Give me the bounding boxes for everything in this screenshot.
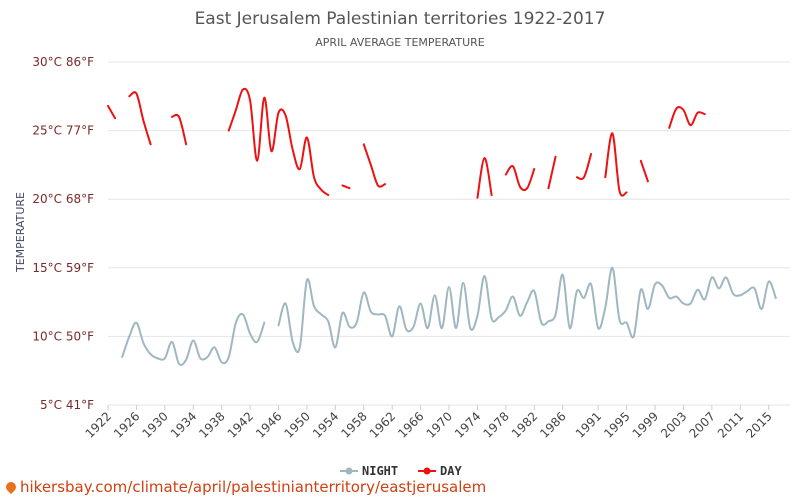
series-day-line-segment-4 [341,184,351,190]
x-tick-label: 1995 [601,409,632,440]
chart-subtitle: APRIL AVERAGE TEMPERATURE [315,36,484,49]
x-tick-label: 1930 [139,409,170,440]
series-day-line-segment-6 [476,157,493,199]
x-tick-label: 1962 [367,409,398,440]
series-day-line-segment-9 [575,152,593,180]
series-night-line-segment-0 [121,312,266,366]
legend-label-night[interactable]: NIGHT [362,464,398,478]
series-day-line-segment-2 [170,113,188,146]
x-tick-label: 1946 [253,409,284,440]
series-day-line-segment-10 [604,132,628,197]
legend-swatch-marker-day [423,467,431,475]
series-day-line-segment-5 [362,143,387,188]
x-tick-label: 1934 [168,409,199,440]
x-tick-label: 1942 [225,409,256,440]
series-day-line-segment-12 [668,106,706,129]
series-day-line-segment-11 [639,159,649,183]
y-tick-label: 25°C 77°F [32,124,94,138]
x-tick-label: 1922 [83,409,114,440]
series-night-line-segment-1 [277,266,777,354]
x-tick-label: 1986 [537,409,568,440]
series-night [121,266,777,366]
x-tick-label: 1974 [452,409,483,440]
x-tick-label: 1978 [480,409,511,440]
series-day-line-segment-0 [107,104,117,120]
y-tick-label: 5°C 41°F [40,398,94,412]
x-tick-label: 2003 [658,409,689,440]
y-axis-label: TEMPERATURE [14,192,27,273]
grid-layer [108,61,790,406]
source-url[interactable]: hikersbay.com/climate/april/palestiniant… [20,478,487,496]
x-tick-label: 1926 [111,409,142,440]
x-tick-label: 1999 [630,409,661,440]
y-tick-label: 10°C 50°F [32,329,94,343]
x-tick-layer: 1922192619301934193819421946195019541958… [83,405,775,441]
x-tick-label: 1966 [395,409,426,440]
x-tick-label: 1991 [573,409,604,440]
x-tick-label: 1958 [338,409,369,440]
x-tick-label: 1950 [282,409,313,440]
series-layer [107,87,777,366]
series-day [107,87,706,199]
x-tick-label: 1938 [196,409,227,440]
chart-title: East Jerusalem Palestinian territories 1… [195,9,606,29]
x-tick-label: 2007 [686,409,717,440]
series-day-line-segment-1 [128,91,152,146]
y-tick-label: 30°C 86°F [32,55,94,69]
y-tick-label: 15°C 59°F [32,261,94,275]
series-day-line-segment-7 [504,164,536,192]
x-tick-label: 2015 [743,409,774,440]
series-day-line-segment-8 [547,155,557,190]
source-footer[interactable]: hikersbay.com/climate/april/palestiniant… [3,478,487,496]
x-tick-label: 1970 [424,409,455,440]
legend-label-day[interactable]: DAY [440,464,462,478]
legend-swatch-marker-night [345,467,353,475]
y-tick-label: 20°C 68°F [32,192,94,206]
x-tick-label: 1954 [310,409,341,440]
x-tick-label: 1982 [509,409,540,440]
y-tick-layer: 5°C 41°F 10°C 50°F 15°C 59°F 20°C 68°F 25°C … [32,55,94,412]
series-day-line-segment-3 [227,87,330,197]
location-pin-icon [3,479,19,495]
legend: NIGHT DAY [340,464,462,478]
x-tick-label: 2011 [715,409,746,440]
